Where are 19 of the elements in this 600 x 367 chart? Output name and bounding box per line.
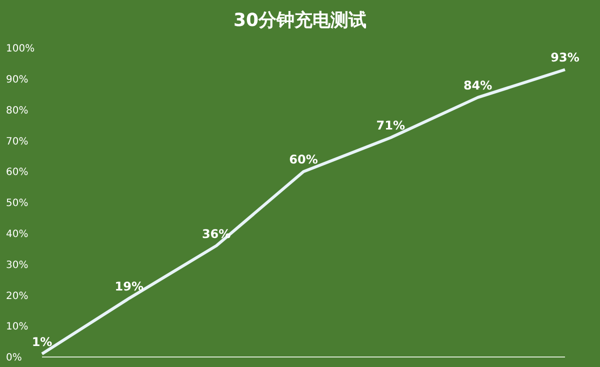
y-tick-label: 60% [6, 167, 28, 178]
data-label: 60% [289, 152, 318, 167]
y-tick-label: 100% [6, 44, 35, 55]
y-tick-label: 0% [6, 352, 22, 364]
chart-title: 30分钟充电测试 [232, 9, 368, 32]
y-tick-label: 40% [6, 228, 28, 240]
y-tick-label: 70% [6, 136, 28, 148]
data-label: 19% [114, 279, 144, 294]
data-label: 93% [550, 50, 580, 65]
y-tick-label: 90% [6, 74, 28, 86]
y-tick-label: 30% [6, 260, 28, 271]
data-label: 36% [202, 226, 231, 241]
y-tick-label: 20% [6, 290, 28, 302]
data-label: 71% [376, 118, 406, 133]
data-label: 1% [32, 334, 52, 349]
y-tick-label: 10% [6, 322, 28, 333]
y-tick-label: 80% [6, 105, 28, 116]
data-label: 84% [463, 78, 492, 92]
y-tick-label: 50% [6, 198, 28, 210]
